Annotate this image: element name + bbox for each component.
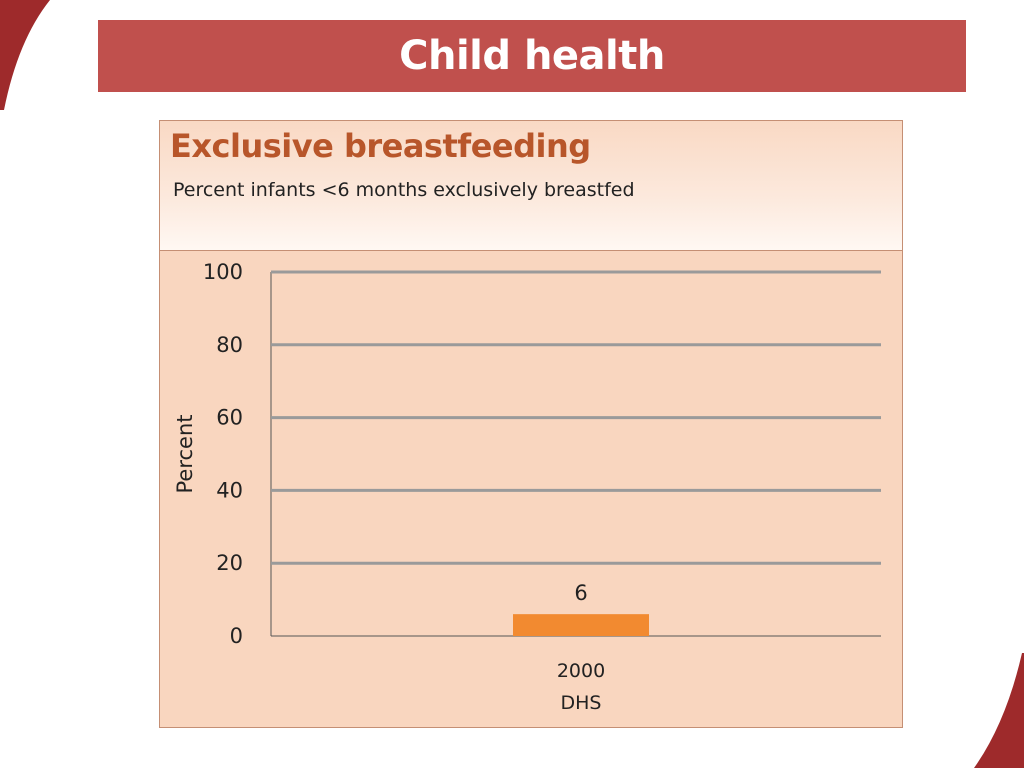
y-tick-label: 40	[216, 478, 243, 502]
bar-chart-plot: 0 20 40 60 80 100 Percent 6 2000 DHS	[173, 260, 881, 714]
x-category-sublabel: DHS	[561, 692, 602, 714]
y-tick-label: 100	[203, 260, 243, 284]
corner-decoration-bottom-right	[974, 653, 1024, 768]
chart-subtitle: Percent infants <6 months exclusively br…	[173, 179, 635, 201]
bar-data-label: 6	[574, 581, 587, 605]
x-category-label: 2000	[557, 660, 605, 682]
corner-decoration-top-left	[0, 0, 50, 110]
slide-title: Child health	[399, 33, 665, 79]
chart-header: Exclusive breastfeeding Percent infants …	[160, 121, 902, 251]
y-tick-label: 0	[230, 624, 243, 648]
y-tick-label: 80	[216, 333, 243, 357]
chart-panel: Exclusive breastfeeding Percent infants …	[159, 120, 903, 728]
chart-title: Exclusive breastfeeding	[170, 127, 591, 165]
y-tick-label: 60	[216, 406, 243, 430]
slide-title-banner: Child health	[98, 20, 966, 92]
bar	[513, 614, 649, 636]
y-axis-label: Percent	[173, 414, 197, 493]
y-tick-label: 20	[216, 551, 243, 575]
